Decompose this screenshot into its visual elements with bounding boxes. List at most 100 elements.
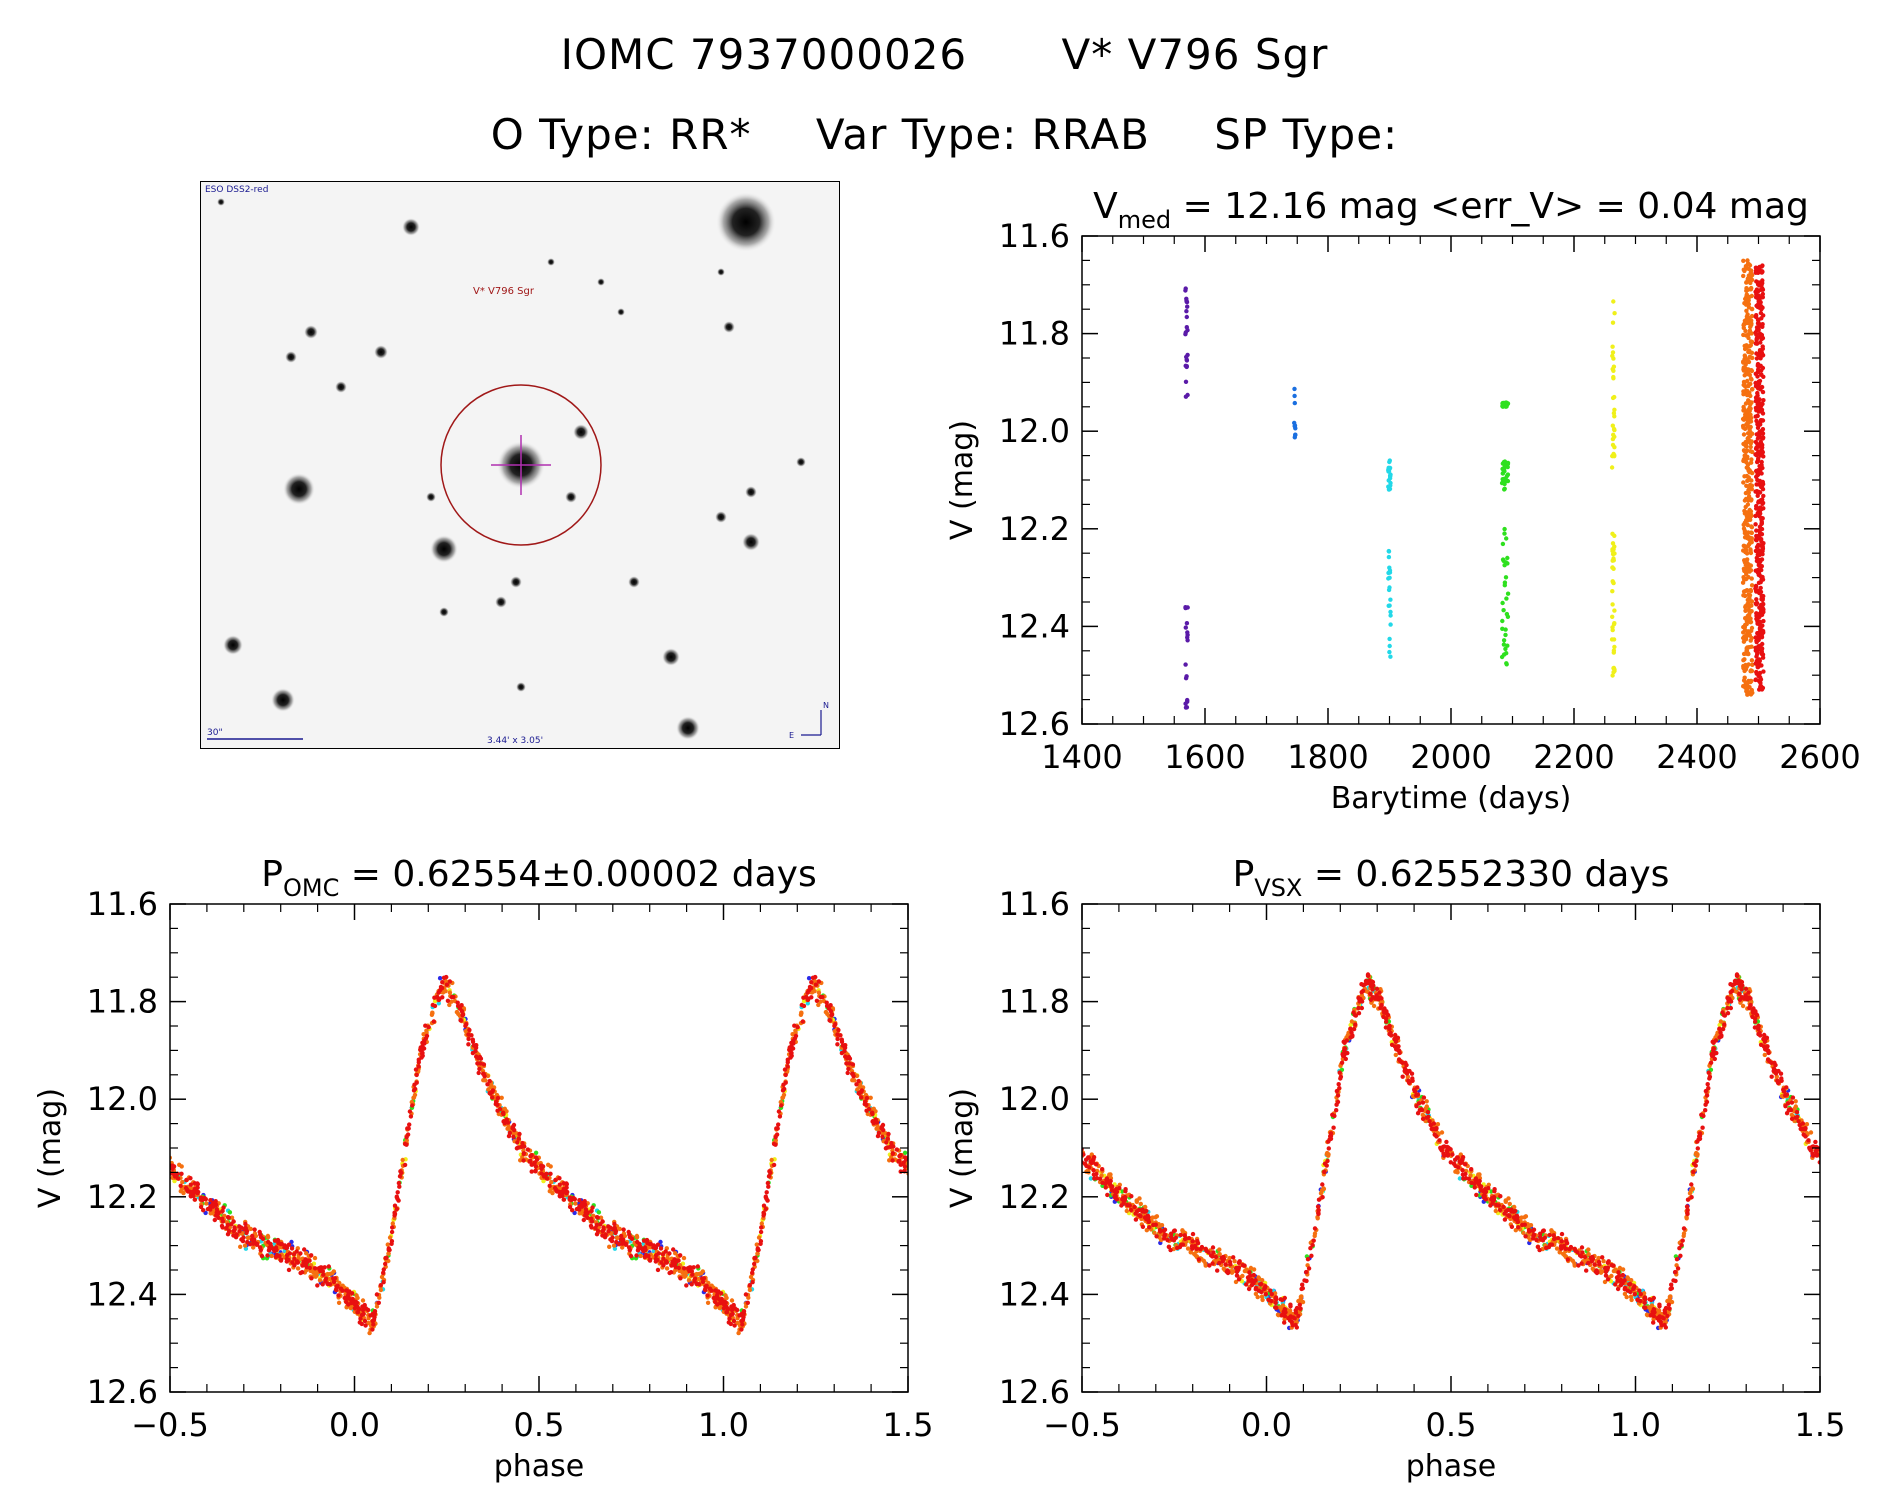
data-point xyxy=(1667,1306,1672,1311)
size-label: 3.44' x 3.05' xyxy=(487,736,543,746)
data-point xyxy=(1741,367,1746,372)
data-point xyxy=(438,987,443,993)
data-point xyxy=(691,1265,696,1270)
data-point xyxy=(184,1177,189,1183)
data-point xyxy=(1753,568,1759,573)
data-point xyxy=(1503,560,1509,565)
data-point xyxy=(1745,617,1750,623)
data-point xyxy=(793,1033,799,1039)
data-point xyxy=(495,1108,500,1113)
data-point xyxy=(638,1253,643,1259)
data-point xyxy=(828,1009,834,1014)
data-point xyxy=(1742,381,1747,387)
data-point xyxy=(1757,524,1763,529)
data-point xyxy=(1610,320,1616,325)
data-point xyxy=(1387,458,1393,463)
data-point xyxy=(1746,662,1751,667)
data-point xyxy=(898,1153,903,1158)
data-point xyxy=(1757,528,1763,533)
data-point xyxy=(818,999,823,1004)
data-point xyxy=(759,1221,764,1226)
data-point xyxy=(1760,286,1765,291)
data-point xyxy=(294,1249,299,1254)
data-point xyxy=(1272,1291,1278,1296)
data-point xyxy=(1742,301,1747,306)
data-point xyxy=(1746,420,1751,426)
data-point xyxy=(165,1165,169,1169)
light-curve-points xyxy=(1183,258,1766,710)
main-title: IOMC 7937000026 V* V796 Sgr xyxy=(0,30,1889,79)
data-point xyxy=(258,1232,263,1237)
data-point xyxy=(1144,1228,1150,1233)
data-point xyxy=(496,1111,501,1117)
data-point xyxy=(1759,372,1764,377)
data-point xyxy=(1746,565,1752,570)
data-point xyxy=(871,1106,876,1112)
data-point xyxy=(561,1188,567,1193)
data-point xyxy=(1759,336,1764,341)
data-point xyxy=(172,1174,178,1179)
data-point xyxy=(1759,663,1764,668)
data-point xyxy=(1761,398,1766,403)
data-point xyxy=(1609,637,1615,642)
data-point xyxy=(756,1235,762,1240)
data-point xyxy=(1326,1146,1332,1151)
data-point xyxy=(1193,1253,1198,1258)
data-point xyxy=(447,990,453,995)
data-point xyxy=(1611,374,1616,380)
data-point xyxy=(525,1147,531,1152)
data-point xyxy=(741,1309,747,1314)
data-point xyxy=(287,1251,293,1256)
data-point xyxy=(1753,489,1758,494)
data-point xyxy=(1759,634,1765,640)
data-point xyxy=(1746,305,1752,310)
data-point xyxy=(1152,1230,1157,1236)
data-point xyxy=(1761,454,1766,459)
data-point xyxy=(1077,1152,1081,1156)
data-point xyxy=(780,1095,785,1101)
data-point xyxy=(693,1272,698,1277)
data-point xyxy=(851,1074,856,1079)
data-point xyxy=(200,1197,205,1203)
y-tick-label: 12.4 xyxy=(87,1275,158,1313)
data-point xyxy=(1624,1294,1629,1300)
data-point xyxy=(1717,1022,1722,1028)
data-point xyxy=(1754,341,1760,346)
data-point xyxy=(673,1251,678,1256)
data-point xyxy=(1611,299,1616,304)
data-point xyxy=(270,1246,276,1252)
data-point xyxy=(768,1170,773,1176)
data-point xyxy=(533,1150,539,1156)
data-point xyxy=(1425,1109,1431,1115)
data-point xyxy=(454,1009,460,1015)
data-point xyxy=(1749,583,1755,588)
data-point xyxy=(1749,524,1754,529)
data-point xyxy=(1741,360,1746,365)
data-point xyxy=(896,1159,901,1164)
data-point xyxy=(1312,1231,1318,1236)
data-point xyxy=(1761,618,1766,624)
data-point xyxy=(1742,343,1747,349)
data-point xyxy=(870,1119,875,1124)
data-point xyxy=(259,1253,265,1259)
data-point xyxy=(1757,463,1762,469)
data-point xyxy=(1741,548,1746,553)
data-point xyxy=(1388,609,1393,615)
data-point xyxy=(1455,1170,1460,1175)
data-point xyxy=(1758,300,1763,305)
data-point xyxy=(1750,690,1755,695)
data-point xyxy=(1651,1320,1656,1325)
data-point xyxy=(210,1201,216,1207)
data-point xyxy=(1746,603,1752,608)
data-point xyxy=(771,1162,777,1168)
data-point xyxy=(1741,273,1746,279)
data-point xyxy=(1611,1268,1617,1274)
phase-vsx-season-7 xyxy=(1077,972,1820,1330)
data-point xyxy=(880,1134,885,1140)
data-point xyxy=(225,1215,231,1220)
data-point xyxy=(806,996,811,1001)
data-point xyxy=(1748,460,1754,465)
data-point xyxy=(806,976,812,981)
data-point xyxy=(1744,280,1749,285)
data-point xyxy=(372,1315,377,1320)
